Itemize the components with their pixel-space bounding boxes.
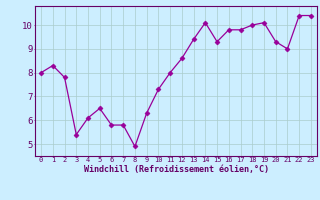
X-axis label: Windchill (Refroidissement éolien,°C): Windchill (Refroidissement éolien,°C) xyxy=(84,165,268,174)
